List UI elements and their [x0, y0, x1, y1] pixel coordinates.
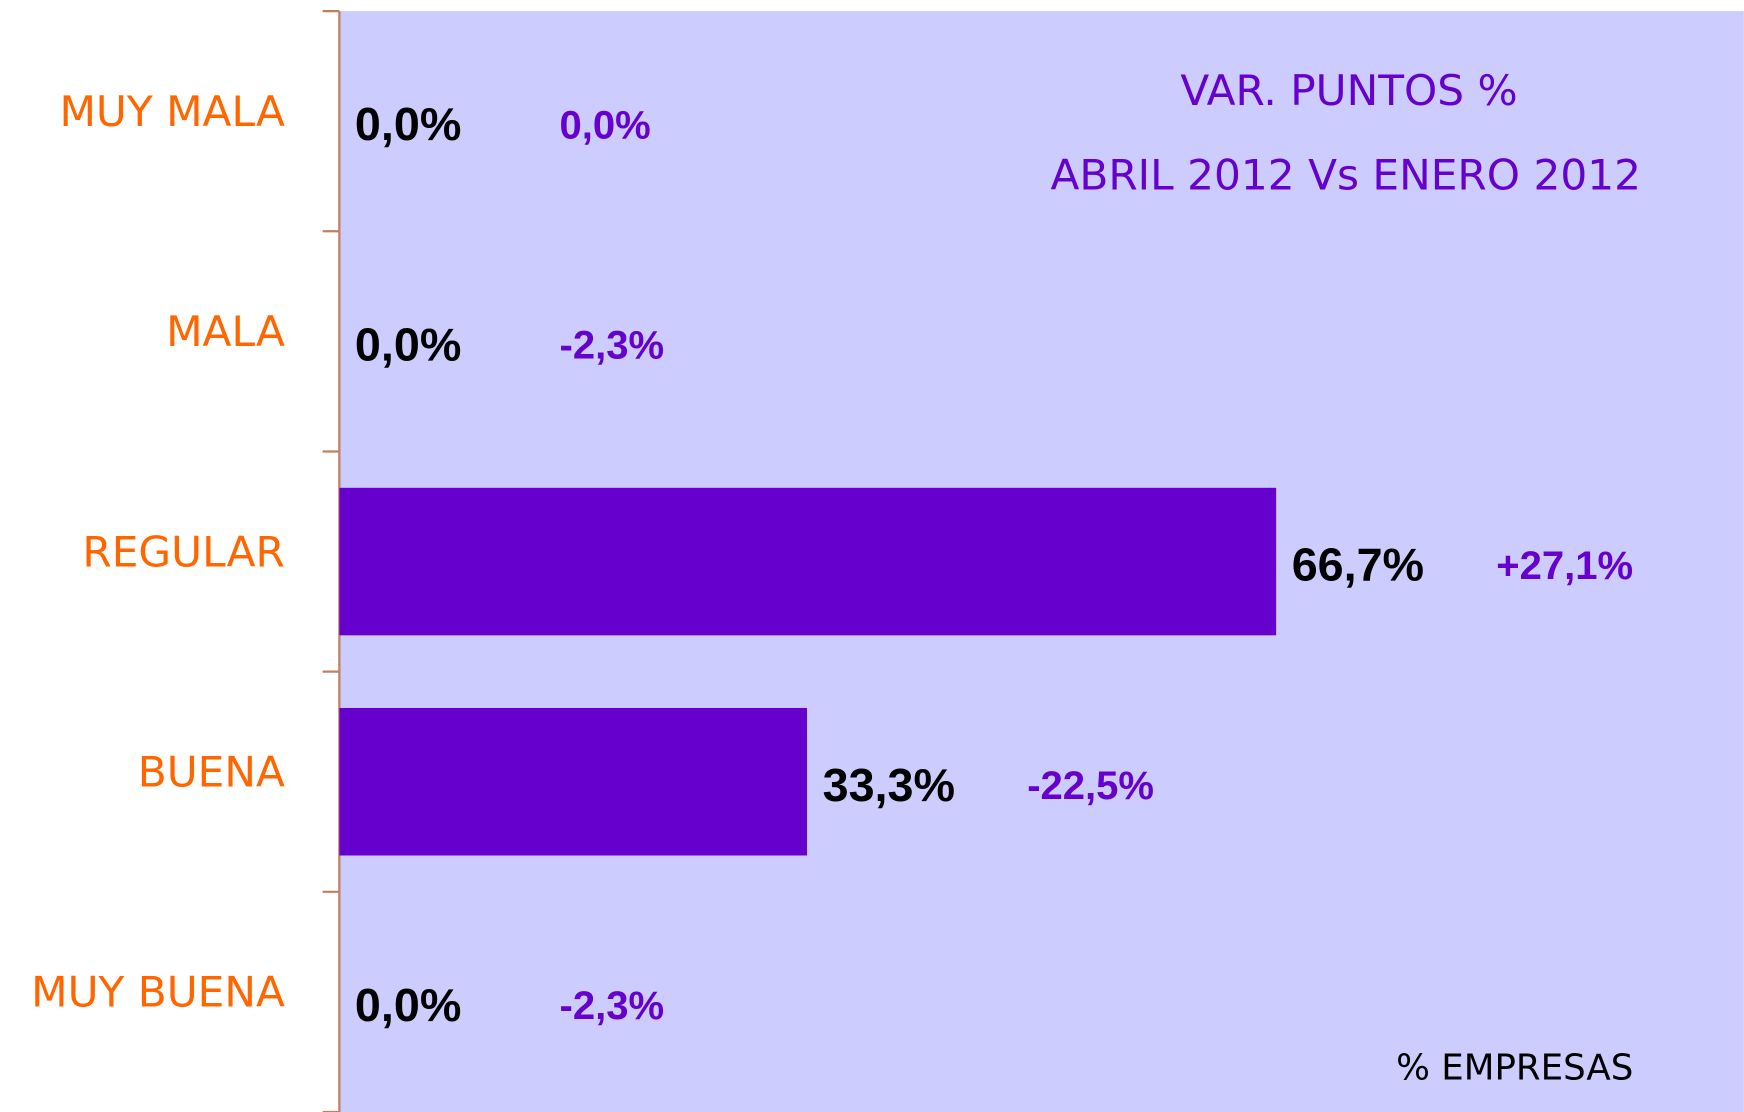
variation-label: -22,5% [1027, 764, 1154, 808]
y-tick-label: MALA [166, 307, 285, 356]
y-tick-label: MUY MALA [59, 87, 284, 136]
x-axis-label: % EMPRESAS [1396, 1048, 1633, 1089]
chart-title: VAR. PUNTOS % [1180, 66, 1517, 115]
bar [339, 487, 1277, 636]
variation-label: +27,1% [1496, 544, 1633, 588]
data-label: 66,7% [1292, 539, 1424, 591]
variation-label: -2,3% [560, 324, 665, 368]
data-label: 0,0% [355, 98, 461, 150]
y-tick-label: REGULAR [82, 527, 284, 576]
variation-label: 0,0% [560, 103, 651, 147]
bar [339, 707, 808, 856]
data-label: 0,0% [355, 979, 461, 1031]
data-label: 0,0% [355, 318, 461, 370]
variation-label: -2,3% [560, 984, 665, 1028]
y-tick-label: BUENA [138, 748, 285, 797]
data-label: 33,3% [823, 759, 955, 811]
chart-subtitle: ABRIL 2012 Vs ENERO 2012 [1050, 150, 1641, 199]
y-tick-label: MUY BUENA [31, 968, 285, 1017]
